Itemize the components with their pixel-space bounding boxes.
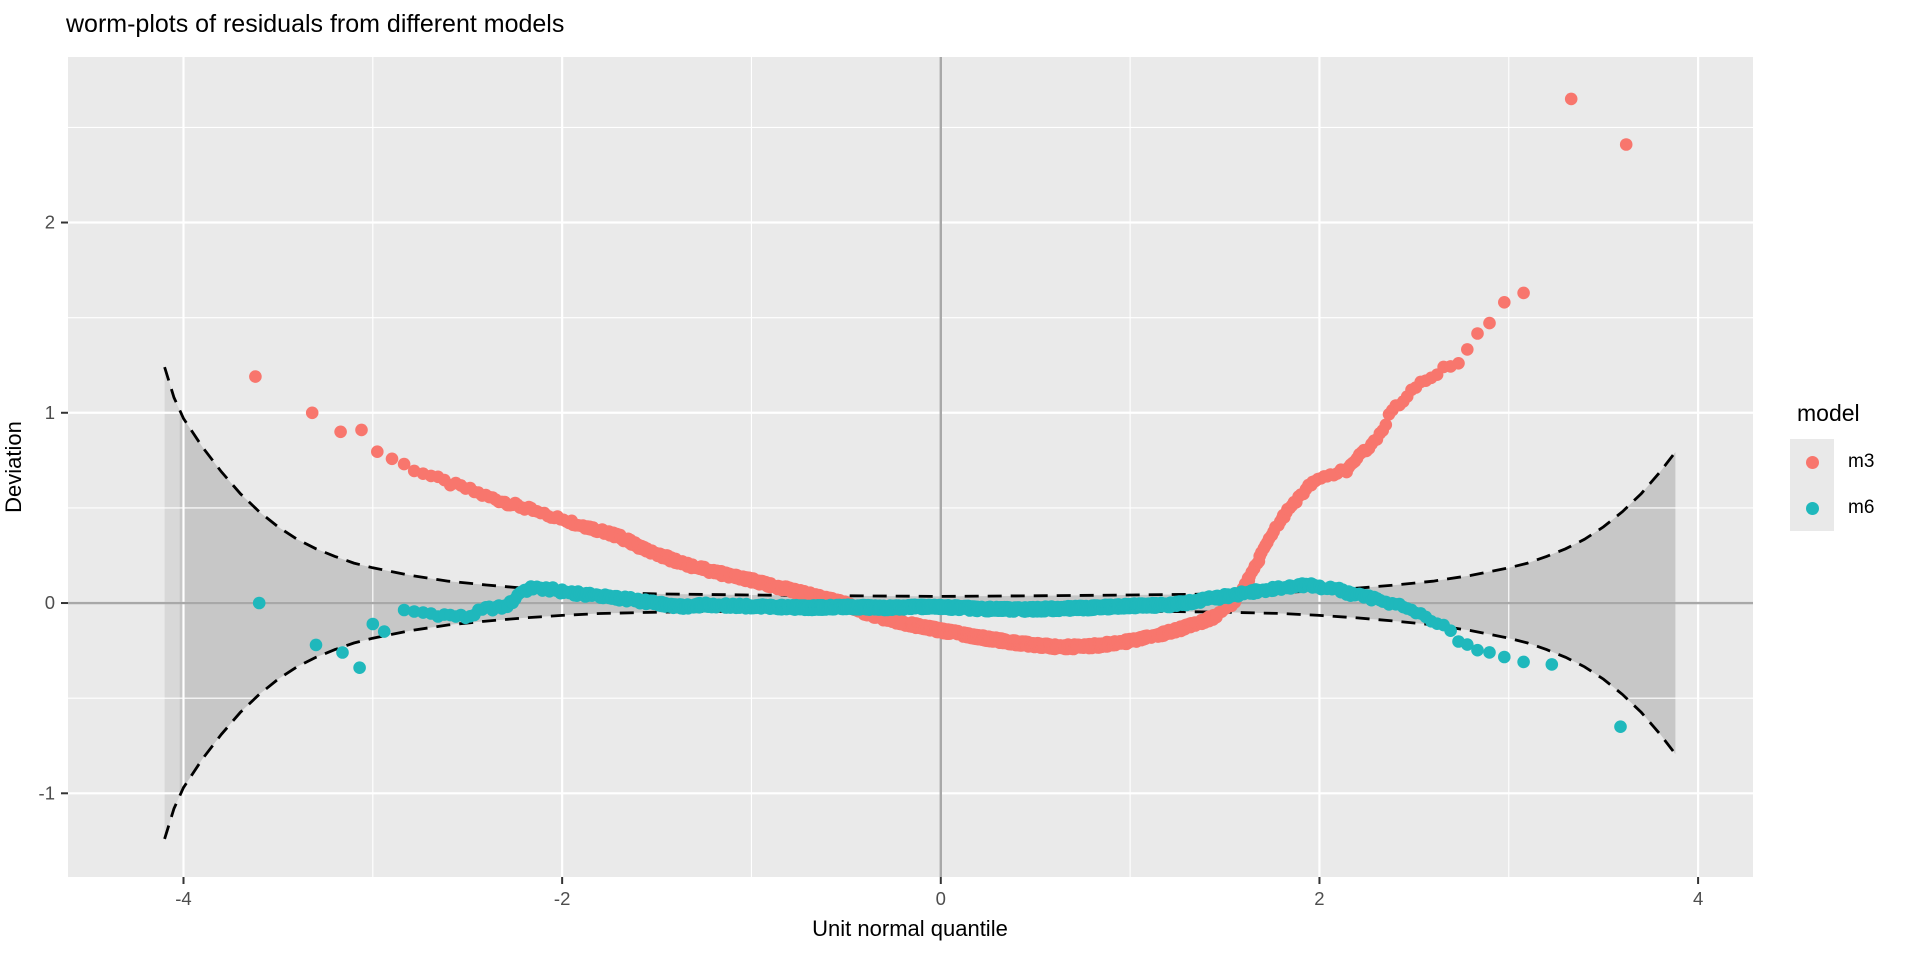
x-tick-label: -4 <box>175 888 191 909</box>
data-point <box>1483 316 1496 330</box>
confidence-band-dashed-lines <box>163 366 1677 840</box>
data-point <box>249 370 262 383</box>
x-axis-title: Unit normal quantile <box>812 916 1008 941</box>
data-point <box>1461 638 1474 651</box>
y-tick-label: 1 <box>45 402 55 423</box>
data-point <box>1564 92 1578 106</box>
y-tick-label: 2 <box>45 212 55 233</box>
plot-panel <box>68 57 1753 877</box>
data-point <box>1379 418 1393 432</box>
legend-keys: m3 m6 <box>1790 439 1874 531</box>
data-point <box>397 457 411 471</box>
legend-label: m6 <box>1848 497 1875 518</box>
data-point <box>1614 720 1627 733</box>
data-point <box>1498 650 1511 664</box>
x-tick-label: -2 <box>554 888 570 909</box>
data-point <box>1619 138 1633 151</box>
x-tick-label: 0 <box>936 888 946 909</box>
data-point <box>377 625 391 638</box>
data-point <box>336 646 349 659</box>
legend-key-box <box>1790 439 1834 485</box>
data-point <box>1444 624 1457 637</box>
legend-label: m3 <box>1848 451 1875 472</box>
legend-entry-m6: m6 <box>1790 485 1874 531</box>
data-point <box>1483 646 1496 659</box>
data-point <box>371 445 384 459</box>
data-point <box>309 638 323 652</box>
data-point <box>397 603 411 617</box>
data-point <box>1461 343 1474 356</box>
legend-dot-m3-icon <box>1805 455 1819 469</box>
legend-key-box <box>1790 485 1834 531</box>
legend: model m3 m6 <box>1790 400 1874 531</box>
data-point <box>334 425 347 439</box>
data-point <box>1545 658 1559 671</box>
data-point <box>1452 357 1465 370</box>
y-tick-label: 0 <box>45 592 55 613</box>
y-axis-title: Deviation <box>1 421 26 513</box>
axes: -4 -2 0 2 4 -1 0 1 2 <box>39 212 1704 909</box>
data-point <box>1517 286 1530 300</box>
legend-title: model <box>1797 400 1860 426</box>
data-point <box>1471 643 1484 657</box>
chart-title: worm-plots of residuals from different m… <box>66 10 565 38</box>
data-point <box>353 661 366 674</box>
legend-entry-m3: m3 <box>1790 439 1874 485</box>
data-point <box>366 617 380 631</box>
data-point <box>1517 655 1530 669</box>
series-m6-points <box>252 577 1627 733</box>
data-point <box>355 423 368 437</box>
legend-dot-m6-icon <box>1805 501 1819 515</box>
data-point <box>385 452 399 466</box>
data-point <box>252 596 266 610</box>
data-point <box>305 406 319 420</box>
x-tick-label: 4 <box>1693 888 1703 909</box>
data-point <box>1471 327 1484 340</box>
data-point <box>1498 296 1511 309</box>
y-tick-label: -1 <box>39 782 55 803</box>
x-tick-label: 2 <box>1314 888 1324 909</box>
